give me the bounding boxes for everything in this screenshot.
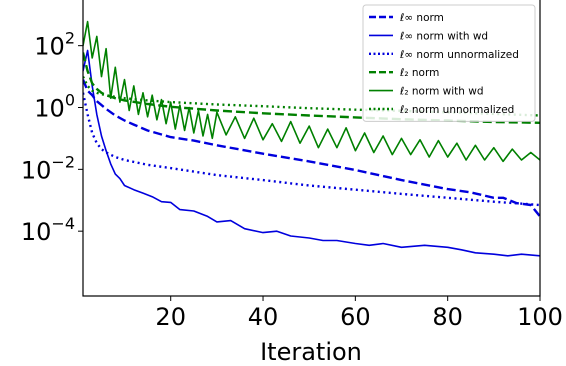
y-tick-label: 10−2 [21, 152, 75, 184]
legend-label: ℓ₂ norm unnormalized [399, 104, 514, 116]
y-axis: 10−4 10−2 100 102 [21, 29, 83, 246]
legend-label: ℓ₂ norm [399, 67, 439, 79]
series-line-2 [83, 92, 540, 207]
legend-label: ℓ∞ norm with wd [399, 30, 488, 42]
x-tick-label: 60 [340, 303, 371, 331]
legend-label: ℓ∞ norm [399, 12, 444, 24]
plot-frame [82, 0, 541, 297]
x-axis: 20 40 60 80 100 [155, 296, 563, 331]
x-tick-label: 80 [432, 303, 463, 331]
legend-label: ℓ₂ norm with wd [399, 86, 484, 98]
y-tick-label: 102 [34, 29, 75, 61]
legend-box [362, 4, 536, 122]
x-tick-label: 20 [155, 303, 186, 331]
x-tick-label: 100 [517, 303, 563, 331]
x-tick-label: 40 [248, 303, 279, 331]
series-line-1 [83, 49, 540, 257]
series-line-0 [83, 79, 540, 218]
legend: ℓ∞ norm ℓ∞ norm with wd ℓ∞ norm unnormaliz… [362, 4, 536, 122]
series-line-4 [83, 20, 540, 163]
legend-label: ℓ∞ norm unnormalized [399, 49, 519, 61]
y-tick-label: 10−4 [21, 214, 75, 246]
y-tick-label: 100 [34, 91, 75, 123]
x-axis-label: Iteration [260, 338, 362, 366]
